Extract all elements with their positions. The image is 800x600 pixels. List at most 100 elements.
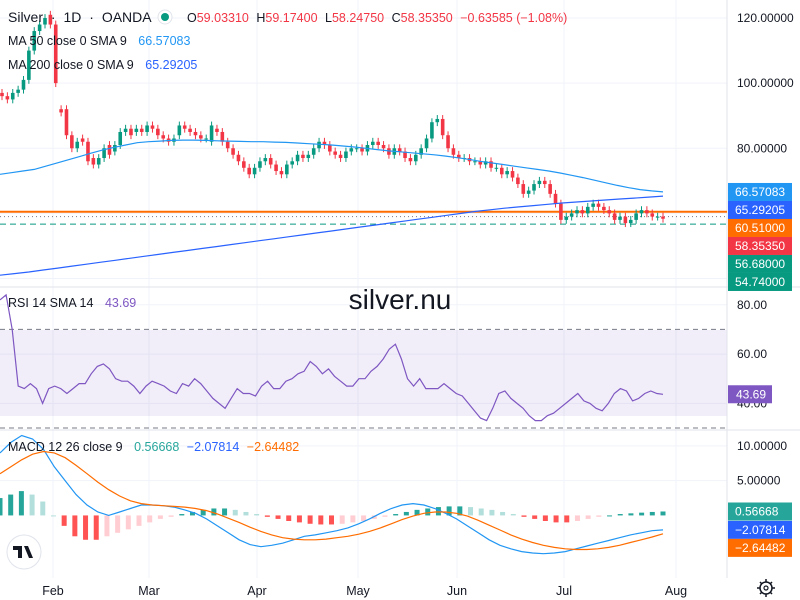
candle-body [91,158,96,165]
macd-histogram-bar [393,514,399,516]
candle-body [499,167,504,175]
macd-histogram-bar [329,515,334,525]
macd-histogram-bar [8,494,14,516]
candle-body [661,216,665,219]
candle-body [596,203,601,207]
macd-badge [728,538,792,557]
candle-body [204,138,209,140]
rsi-badge-label: 43.69 [736,387,766,401]
macd-histogram-bar [574,515,580,521]
macd-histogram-bar [200,509,206,516]
rsi-pane [0,293,727,429]
macd-histogram-bar [18,491,24,516]
candle-body [607,210,612,214]
tradingview-logo-icon[interactable] [6,534,42,570]
price-badges: 66.57083 65.29205 60.51000 58.35350 56.68000… [728,182,792,557]
macd-histogram-bar [414,509,420,516]
macd-histogram-bar [425,508,431,516]
candle-body [220,131,225,142]
svg-text:O59.03310 H59.17400: O59.03310 H59.17400 L58.24750 C58.35350 … [187,11,567,25]
candle-body [338,154,343,159]
candle-body [456,154,461,159]
candle-body [494,167,499,169]
price-badge-label: 60.51000 [735,221,785,235]
candle-body [188,128,192,132]
gear-icon[interactable] [757,579,775,597]
candle-body [10,92,15,100]
ma50-legend[interactable]: MA 50 close 0 SMA 9 66.57083 [8,34,190,48]
macd-histogram-bar [61,515,67,526]
candle-body [247,167,252,175]
candle-body [639,210,644,214]
interval: 1D [63,9,81,25]
macd-histogram-bar [639,512,645,516]
candle-body [161,135,166,139]
candle-body [655,216,660,218]
macd-badge-label: −2.64482 [735,541,786,555]
macd-badge-label: −2.07814 [735,523,786,537]
rsi-legend[interactable]: RSI 14 SMA 14 43.69 [8,296,136,310]
candle-body [478,161,483,165]
candle-body [435,118,440,123]
macd-histogram-bar [457,506,463,516]
high-value: 59.17400 [265,11,317,25]
candle-body [553,193,558,204]
macd-histogram-bar [104,515,110,537]
ma200-value: 65.29205 [145,58,197,72]
candle-body [354,148,359,150]
candle-body [43,18,47,25]
x-tick-label: Jul [556,584,572,598]
macd-histogram-bar [500,511,506,516]
open-value: 59.03310 [197,11,249,25]
macd-histogram-bar [243,511,249,516]
macd-line-value: −2.07814 [187,440,240,454]
ma200-legend[interactable]: MA 200 close 0 SMA 9 65.29205 [8,58,197,72]
candle-body [344,151,348,159]
price-badge-label: 58.35350 [735,239,785,253]
candle-body [64,109,69,136]
candle-body [451,148,456,155]
macd-histogram-bar [510,514,516,516]
close-value: 58.35350 [401,11,453,25]
macd-histogram-bar [115,515,121,533]
macd-histogram-bar [585,515,591,519]
macd-badge [728,520,792,539]
change-value: −0.63585 (−1.08%) [460,11,567,25]
candle-body [430,122,434,139]
candle-body [532,184,536,191]
candle-body [542,180,547,185]
x-tick-label: Feb [42,584,64,598]
candle-body [301,154,305,159]
x-tick-label: May [346,584,370,598]
candle-body [381,145,386,149]
candle-body [612,213,617,220]
macd-pane [0,434,666,555]
x-tick-label: Aug [665,584,687,598]
candle-body [349,148,354,152]
macd-histogram-bar [553,515,559,523]
candle-body [548,184,552,194]
candle-body [408,158,413,162]
watermark: silver.nu [349,284,452,315]
candle-body [96,158,101,165]
macd-histogram-bar [275,515,281,519]
macd-histogram-bar [318,515,324,525]
macd-histogram-bar [521,515,527,517]
candle-body [510,171,515,178]
macd-histogram-bar [489,509,495,516]
candle-body [177,125,182,136]
candle-body [107,145,112,155]
candle-body [376,141,380,145]
candle-body [53,24,58,84]
macd-legend[interactable]: MACD 12 26 close 9 0.56668 −2.07814 −2.6… [8,440,299,454]
candle-body [32,31,37,51]
candle-body [397,148,402,152]
candle-body [591,203,595,207]
low-value: 58.24750 [332,11,384,25]
candle-body [634,213,638,220]
candle-body [483,161,488,165]
macd-histogram-bar [211,508,217,516]
macd-histogram-bar [446,506,452,516]
macd-histogram-bar [468,507,474,516]
